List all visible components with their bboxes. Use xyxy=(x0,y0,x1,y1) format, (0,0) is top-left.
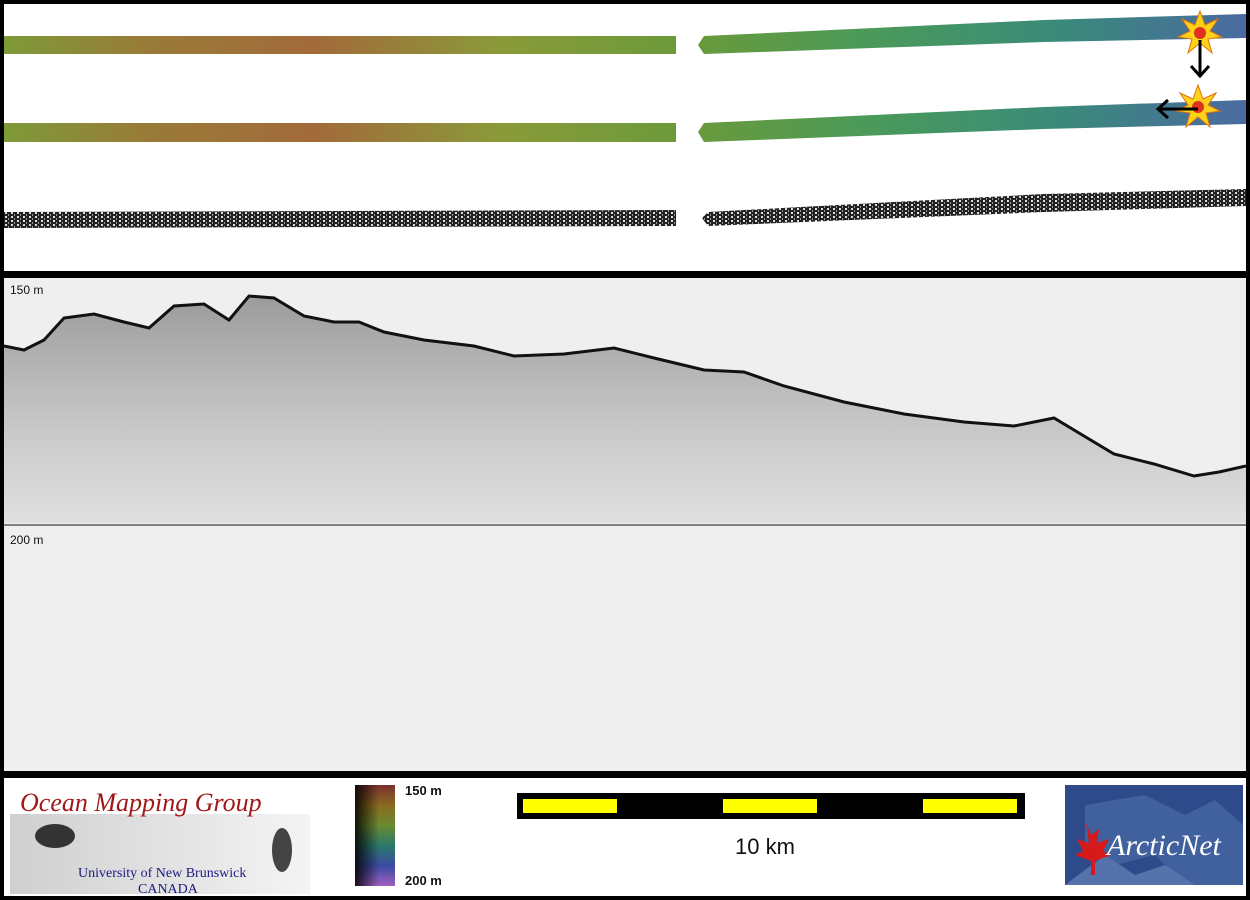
arcticnet-logo-text: ArcticNet xyxy=(1105,829,1222,862)
arcticnet-logo-graphic: ArcticNet xyxy=(1065,785,1243,885)
omg-title: Ocean Mapping Group xyxy=(20,788,262,817)
swath-strips xyxy=(4,9,1246,228)
seafloor-shadow xyxy=(4,296,1246,523)
backscatter-strip xyxy=(4,189,1246,228)
bathymetry-strip-upper xyxy=(4,14,1246,54)
scale-bar-label: 10 km xyxy=(735,834,795,859)
depth-label-150: 150 m xyxy=(10,283,44,297)
ocean-mapping-group-logo: Ocean Mapping Group University of New Br… xyxy=(10,784,310,897)
omg-logo-graphic xyxy=(10,814,310,894)
echogram xyxy=(4,278,1246,526)
arrow-left-icon xyxy=(1155,98,1198,120)
omg-university: University of New Brunswick xyxy=(78,866,247,881)
colorbar-bottom-label: 200 m xyxy=(405,873,442,888)
arcticnet-logo: ArcticNet xyxy=(1065,785,1243,885)
swath-panel xyxy=(4,4,1246,271)
depth-label-200: 200 m xyxy=(10,533,44,547)
footer-panel: Ocean Mapping Group University of New Br… xyxy=(4,778,1246,897)
depth-colorbar-shade xyxy=(355,785,395,886)
arrow-down-icon xyxy=(1189,40,1211,79)
bathymetry-strip-lower xyxy=(4,100,1246,142)
seafloor-line xyxy=(4,294,1246,478)
omg-country: CANADA xyxy=(138,882,198,897)
scale-bar xyxy=(517,793,1025,819)
colorbar-top-label: 150 m xyxy=(405,783,442,798)
echogram-panel: 150 m 200 m xyxy=(4,278,1246,771)
